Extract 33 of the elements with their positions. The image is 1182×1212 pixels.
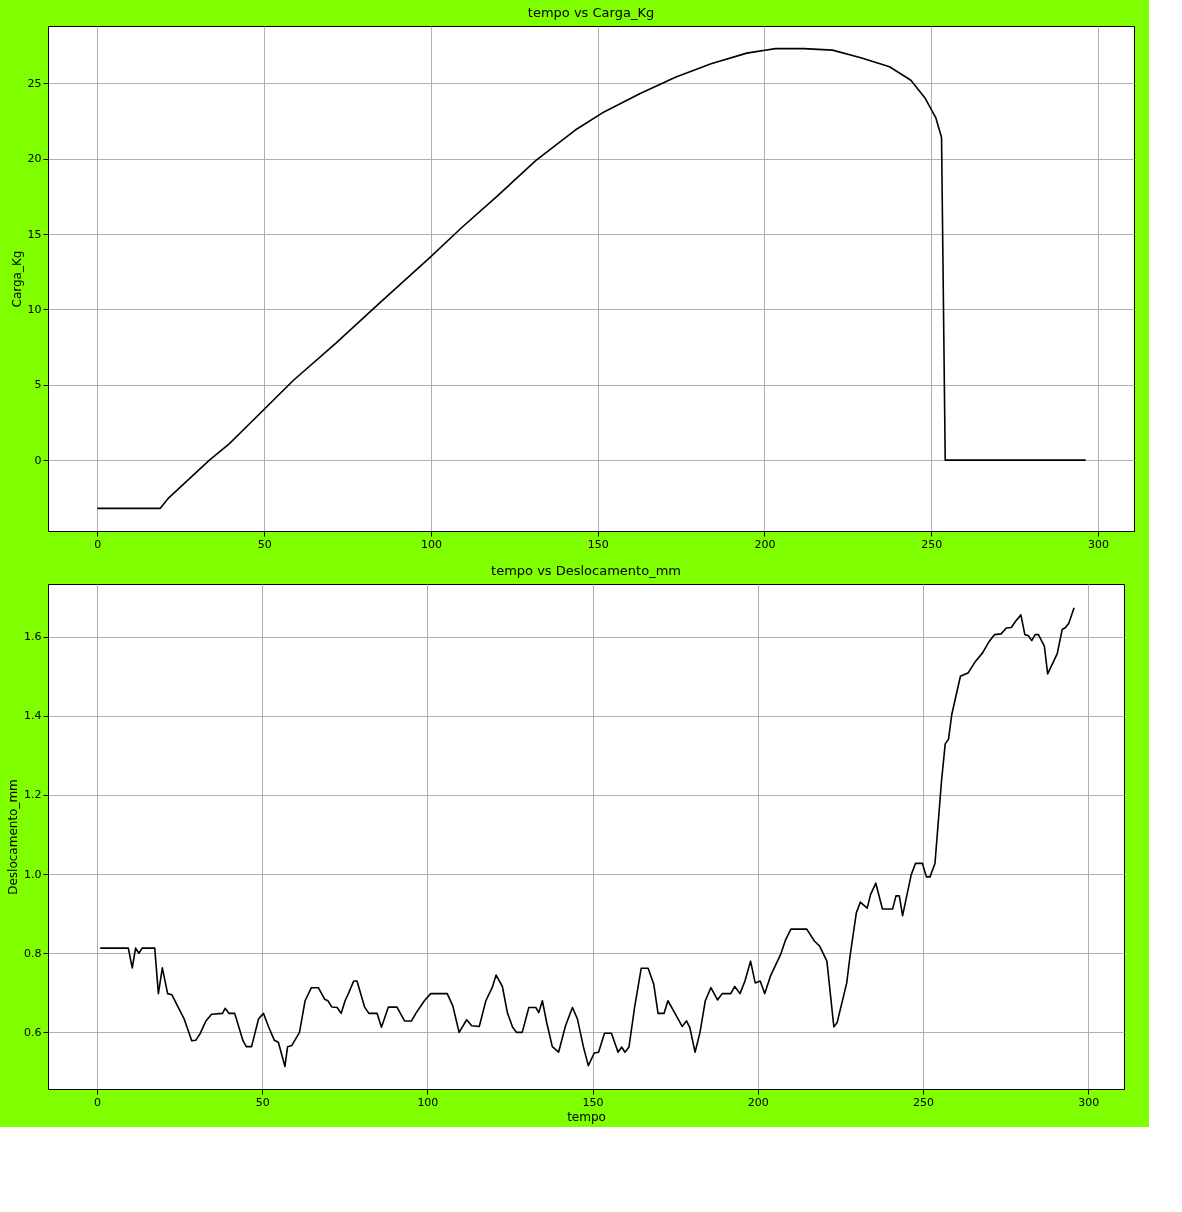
y-tick-label: 5: [34, 378, 42, 392]
x-tick-label: 250: [913, 1095, 935, 1109]
y-tick-label: 1.6: [24, 630, 42, 644]
x-tick-label: 150: [582, 1095, 604, 1109]
y-tick-label: 0.6: [24, 1025, 42, 1039]
y-tick-label: 20: [27, 152, 42, 166]
y-tick-label: 1.0: [24, 867, 42, 881]
x-tick-label: 50: [257, 537, 272, 551]
chart-title: tempo vs Deslocamento_mm: [491, 563, 681, 578]
x-tick-label: 300: [1087, 537, 1109, 551]
x-tick-label: 0: [94, 537, 102, 551]
x-tick-label: 150: [587, 537, 609, 551]
chart-title: tempo vs Carga_Kg: [527, 5, 655, 20]
y-tick-label: 0.8: [24, 946, 42, 960]
y-tick-label: 10: [27, 302, 42, 316]
x-tick-label: 250: [921, 537, 943, 551]
y-tick-label: 25: [27, 76, 42, 90]
y-tick-label: 0: [34, 453, 42, 467]
line-series: [96, 47, 1087, 510]
line-series: [99, 606, 1075, 1068]
x-tick-label: 200: [754, 537, 776, 551]
x-tick-label: 50: [255, 1095, 270, 1109]
x-tick-label: 200: [747, 1095, 769, 1109]
y-axis-title: Deslocamento_mm: [6, 779, 21, 895]
x-tick-label: 100: [420, 537, 442, 551]
y-tick-label: 1.4: [24, 709, 42, 723]
y-tick-label: 1.2: [24, 788, 42, 802]
x-tick-label: 100: [417, 1095, 439, 1109]
y-tick-label: 15: [27, 227, 42, 241]
x-tick-label: 0: [93, 1095, 101, 1109]
y-axis-title: Carga_Kg: [9, 250, 24, 308]
x-tick-label: 300: [1078, 1095, 1100, 1109]
x-axis-title: tempo: [567, 1109, 606, 1124]
